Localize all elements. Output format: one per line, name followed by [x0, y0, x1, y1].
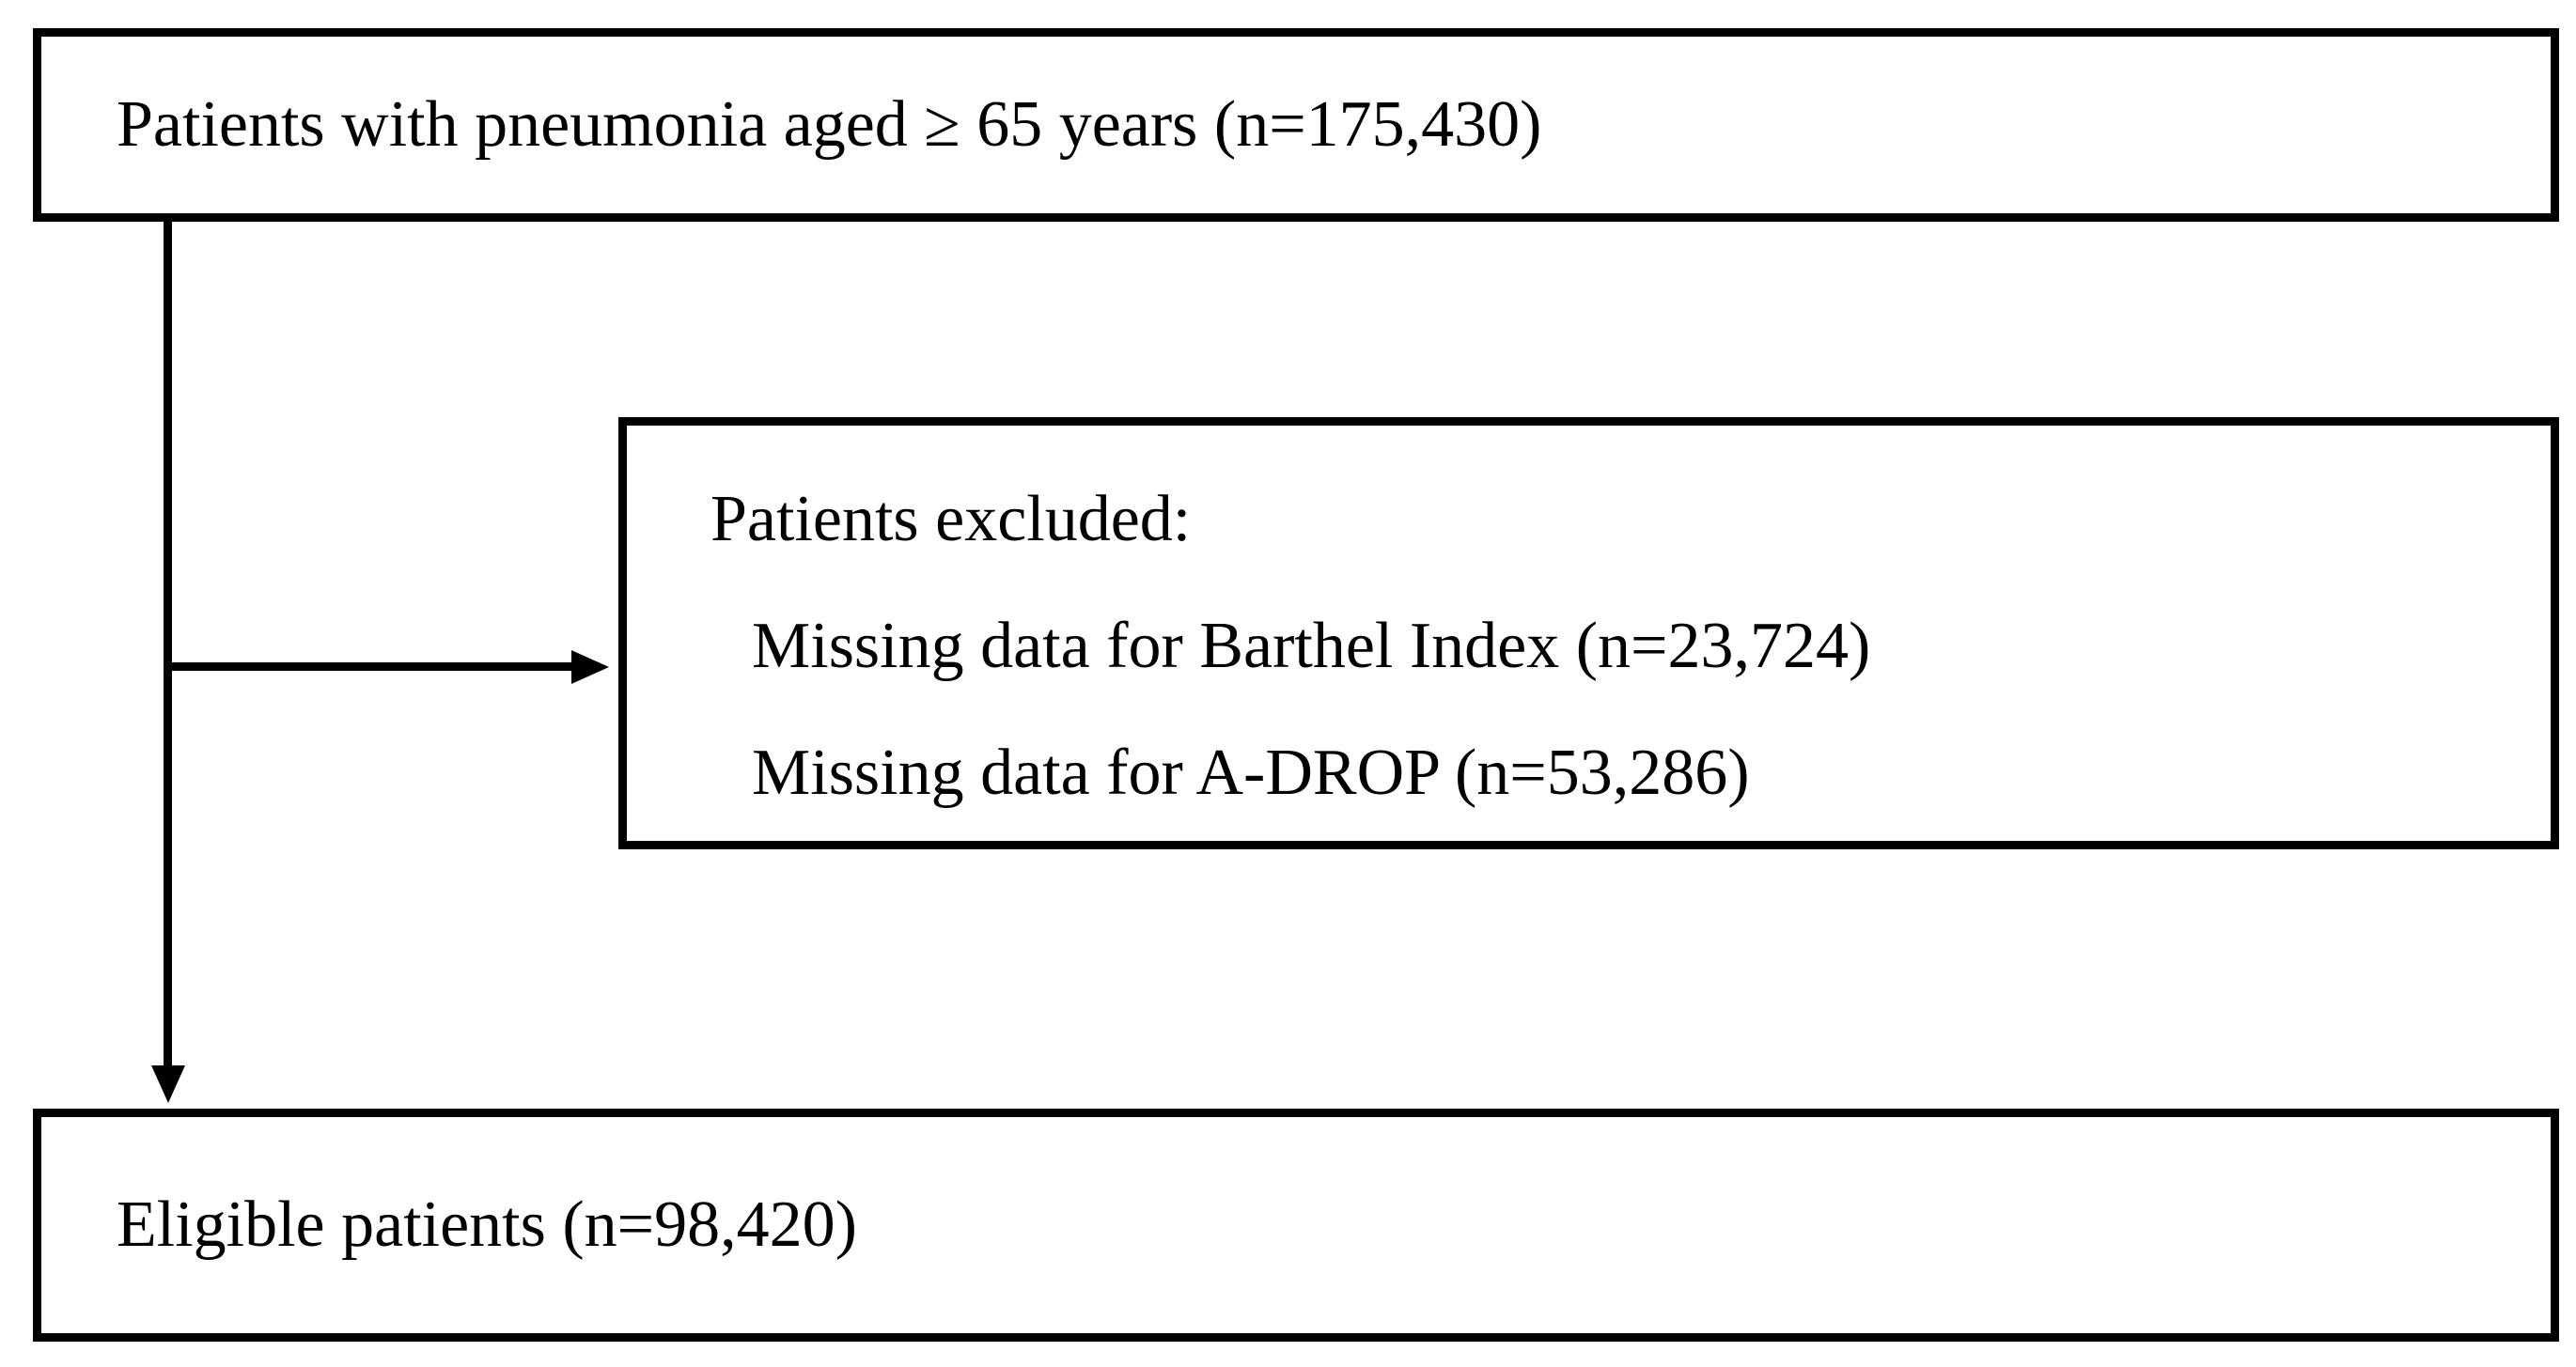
node-patients-excluded: Patients excluded: Missing data for Bart…: [618, 417, 2559, 849]
connector-horizontal-line: [164, 662, 573, 671]
right-arrow-head: [571, 650, 609, 684]
pneumonia-patients-label: Patients with pneumonia aged ≥ 65 years …: [117, 88, 1542, 161]
down-arrow-head: [151, 1065, 185, 1103]
connector-vertical-line: [164, 221, 172, 1067]
excluded-item-a-drop: Missing data for A-DROP (n=53,286): [752, 737, 1750, 809]
excluded-item-barthel-index: Missing data for Barthel Index (n=23,724…: [752, 610, 1871, 682]
node-eligible-patients: Eligible patients (n=98,420): [33, 1109, 2559, 1342]
patients-excluded-title: Patients excluded:: [710, 483, 1192, 555]
node-pneumonia-patients: Patients with pneumonia aged ≥ 65 years …: [33, 28, 2559, 222]
eligible-patients-label: Eligible patients (n=98,420): [117, 1188, 857, 1261]
